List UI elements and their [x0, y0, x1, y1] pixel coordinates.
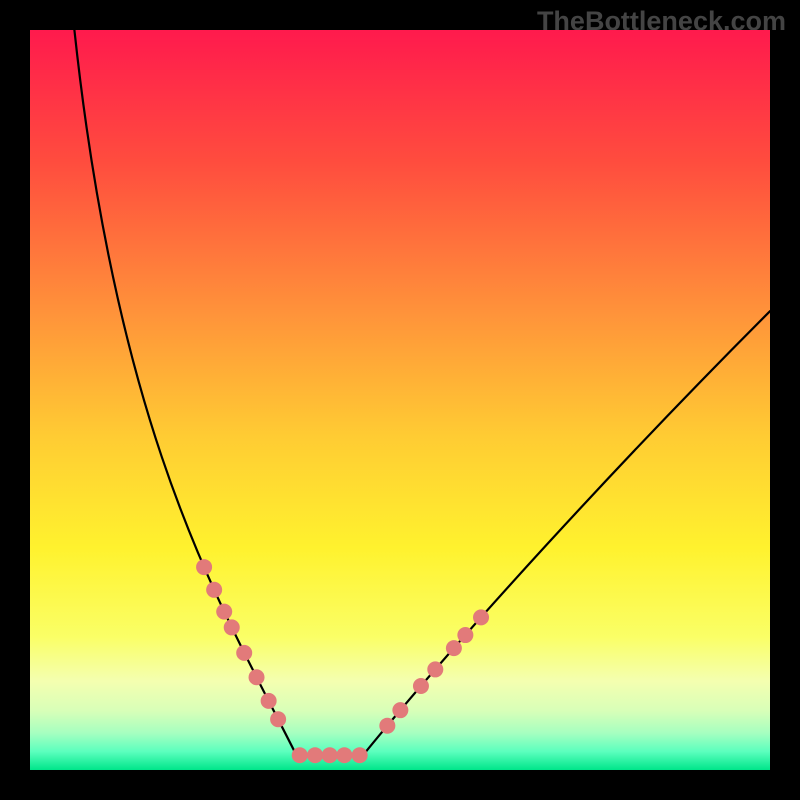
data-point-marker — [270, 711, 286, 727]
plot-background — [30, 30, 770, 770]
data-point-marker — [379, 718, 395, 734]
data-point-marker — [427, 661, 443, 677]
data-point-marker — [413, 678, 429, 694]
data-point-marker — [457, 627, 473, 643]
data-point-marker — [392, 702, 408, 718]
data-point-marker — [261, 693, 277, 709]
data-point-marker — [206, 582, 222, 598]
data-point-marker — [307, 747, 323, 763]
bottleneck-curve-chart — [30, 30, 770, 770]
data-point-marker — [224, 619, 240, 635]
data-point-marker — [322, 747, 338, 763]
data-point-marker — [216, 604, 232, 620]
data-point-marker — [249, 669, 265, 685]
chart-stage: TheBottleneck.com — [0, 0, 800, 800]
data-point-marker — [473, 609, 489, 625]
data-point-marker — [352, 747, 368, 763]
data-point-marker — [196, 559, 212, 575]
data-point-marker — [336, 747, 352, 763]
data-point-marker — [446, 640, 462, 656]
data-point-marker — [292, 747, 308, 763]
data-point-marker — [236, 645, 252, 661]
